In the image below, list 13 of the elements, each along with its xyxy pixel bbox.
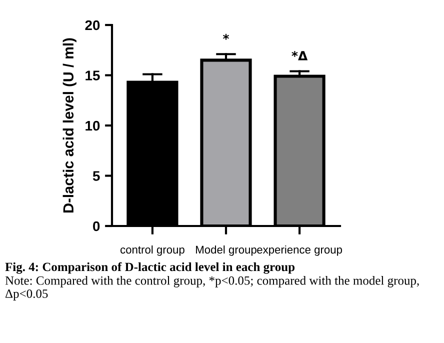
text: Fig. 4: Comparison of D-lactic acid level in each group xyxy=(5,262,295,274)
y-axis-title: D-lactic acid level (U / ml) xyxy=(62,38,76,212)
y-tick-label: 10 xyxy=(86,120,100,131)
y-tick-label: 5 xyxy=(92,171,100,181)
x-tick-label: experience group xyxy=(257,245,342,256)
text: Note: Compared with the control group, *p<0.05; compared with the model group, Δp<0.05 xyxy=(5,276,419,300)
annotation: * xyxy=(222,34,230,40)
y-tick-label: 15 xyxy=(86,70,100,80)
y-tick-label: 0 xyxy=(93,221,100,232)
annotation: *Δ xyxy=(292,51,308,60)
x-tick-label: Model group xyxy=(196,245,256,256)
x-tick-label: control group xyxy=(120,245,184,256)
y-tick-label: 20 xyxy=(85,20,100,30)
